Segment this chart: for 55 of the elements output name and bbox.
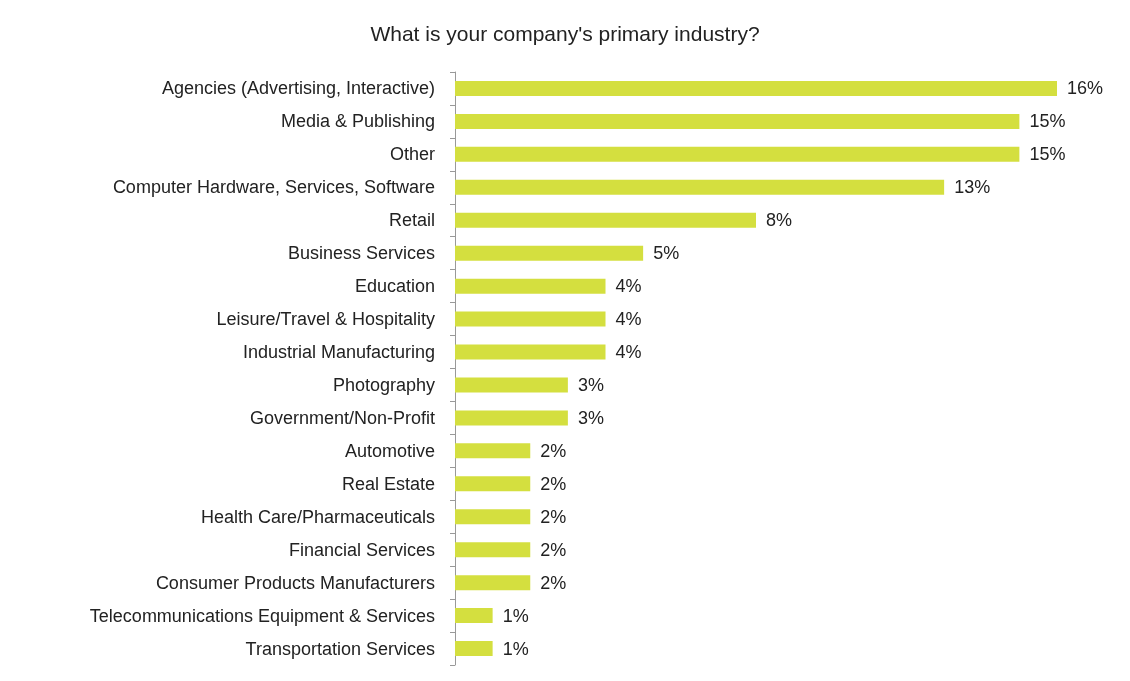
- data-label: 4%: [615, 276, 642, 297]
- bar: [455, 509, 531, 525]
- y-tick-label: Automotive: [344, 440, 435, 461]
- data-label: 4%: [615, 342, 642, 363]
- data-label: 5%: [653, 243, 680, 264]
- data-label: 15%: [1029, 111, 1066, 132]
- chart-title: What is your company's primary industry?: [370, 22, 760, 45]
- y-tick-label: Consumer Products Manufacturers: [155, 572, 435, 593]
- bar: [455, 344, 606, 360]
- bar: [455, 179, 945, 195]
- data-label: 3%: [577, 407, 604, 428]
- data-label: 3%: [577, 374, 604, 395]
- bar: [455, 608, 493, 624]
- y-tick-label: Retail: [388, 210, 435, 231]
- bar: [455, 278, 606, 294]
- y-tick-label: Computer Hardware, Services, Software: [112, 177, 435, 198]
- y-tick-label: Government/Non-Profit: [249, 407, 435, 428]
- data-label: 4%: [615, 309, 642, 330]
- bar: [455, 311, 606, 327]
- bar: [455, 212, 756, 228]
- bar: [455, 377, 568, 393]
- y-tick-label: Agencies (Advertising, Interactive): [161, 78, 435, 99]
- data-label: 13%: [954, 177, 991, 198]
- y-tick-label: Education: [354, 276, 435, 297]
- y-tick-label: Leisure/Travel & Hospitality: [216, 309, 435, 330]
- data-label: 2%: [540, 506, 567, 527]
- y-tick-label: Business Services: [287, 243, 435, 264]
- data-label: 1%: [502, 605, 529, 626]
- bar: [455, 542, 531, 558]
- bar: [455, 113, 1020, 129]
- data-label: 2%: [540, 572, 567, 593]
- y-tick-label: Transportation Services: [245, 638, 435, 659]
- y-tick-label: Telecommunications Equipment & Services: [89, 605, 435, 626]
- data-label: 8%: [766, 210, 793, 231]
- bar: [455, 476, 531, 492]
- y-tick-label: Photography: [332, 374, 435, 395]
- y-tick-label: Health Care/Pharmaceuticals: [200, 506, 435, 527]
- y-tick-label: Media & Publishing: [280, 111, 435, 132]
- y-tick-label: Industrial Manufacturing: [242, 342, 435, 363]
- bar: [455, 641, 493, 657]
- y-tick-label: Other: [389, 144, 435, 165]
- data-label: 1%: [502, 638, 529, 659]
- data-label: 2%: [540, 473, 567, 494]
- bar: [455, 575, 531, 591]
- bar: [455, 80, 1057, 96]
- bar: [455, 410, 568, 426]
- data-label: 2%: [540, 440, 567, 461]
- y-tick-label: Financial Services: [288, 539, 435, 560]
- data-label: 2%: [540, 539, 567, 560]
- y-tick-label: Real Estate: [341, 473, 435, 494]
- data-label: 16%: [1067, 78, 1104, 99]
- bar: [455, 245, 644, 261]
- bar: [455, 443, 531, 459]
- bar: [455, 146, 1020, 162]
- data-label: 15%: [1029, 144, 1066, 165]
